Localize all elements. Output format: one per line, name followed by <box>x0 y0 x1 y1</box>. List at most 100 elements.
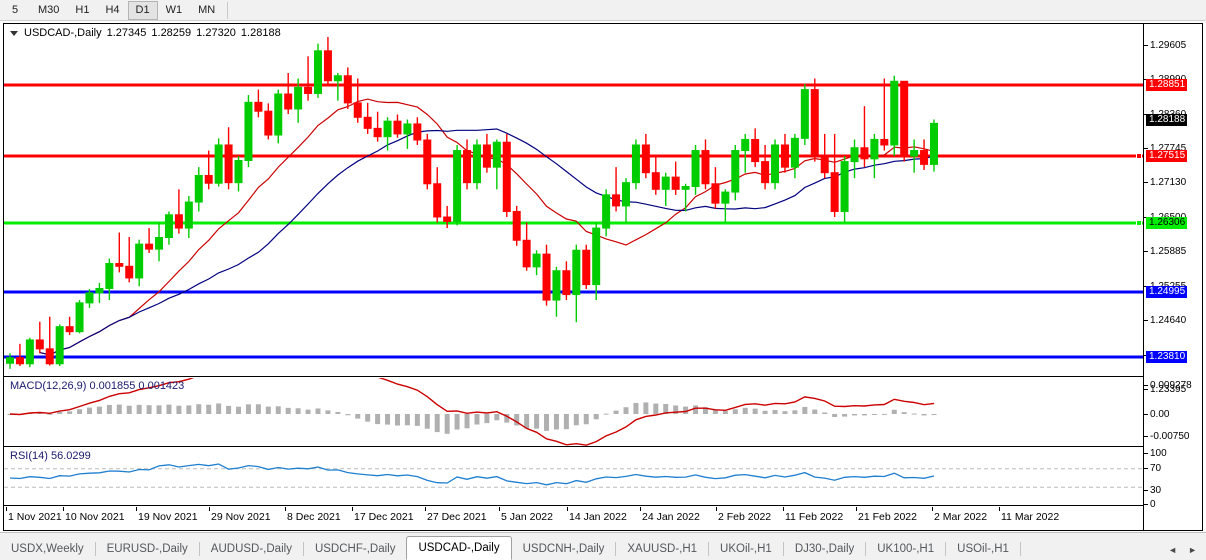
time-axis-tick <box>716 507 717 511</box>
ohlc-header: USDCAD-,Daily 1.27345 1.28259 1.27320 1.… <box>10 27 281 39</box>
tick-label: 0 <box>1150 499 1156 510</box>
price-tick: 1.23395 <box>1144 384 1186 395</box>
time-axis-label: 2 Feb 2022 <box>718 511 772 523</box>
time-axis-tick <box>932 507 933 511</box>
chart-tab-usdcnh-daily[interactable]: USDCNH-,Daily <box>522 543 605 555</box>
tick-label: 1.25885 <box>1150 246 1187 257</box>
chart-tab-usdcad-daily[interactable]: USDCAD-,Daily <box>406 536 512 560</box>
chart-tab-eurusd-daily[interactable]: EURUSD-,Daily <box>106 543 188 555</box>
price-badge[interactable]: 1.24995 <box>1146 286 1188 298</box>
rsi-pane[interactable]: RSI(14) 56.0299 <box>4 448 1202 506</box>
timeframe-button-w1[interactable]: W1 <box>165 4 183 16</box>
tab-divider <box>615 542 617 556</box>
macd-tick: 0.009278 <box>1144 380 1192 391</box>
tab-divider <box>865 542 867 556</box>
price-badge[interactable]: 1.26306 <box>1146 217 1188 229</box>
chart-tab-bar: USDX,Weekly EURUSD-,Daily AUDUSD-,Daily USD… <box>0 532 1206 560</box>
time-axis-label: 21 Feb 2022 <box>858 511 917 523</box>
chart-tab-xauusd-h1[interactable]: XAUUSD-,H1 <box>627 543 698 555</box>
time-axis: 1 Nov 2021 10 Nov 2021 19 Nov 2021 29 Nov 2… <box>4 507 1202 530</box>
price-line-handle[interactable] <box>1136 153 1142 159</box>
price-badge[interactable]: 1.23810 <box>1146 351 1188 363</box>
chart-tab-usdchf-daily[interactable]: USDCHF-,Daily <box>314 543 396 555</box>
timeframe-button-m30[interactable]: M30 <box>38 4 60 16</box>
tick-label: 1.23395 <box>1150 384 1187 395</box>
ohlc-open: 1.27345 <box>106 27 147 39</box>
timeframe-button-d1[interactable]: D1 <box>127 0 158 20</box>
tab-scroll-left-icon[interactable]: ◄ <box>1168 545 1178 555</box>
macd-canvas <box>7 378 937 446</box>
tick-label: 1.27130 <box>1150 177 1187 188</box>
tick-label: 1.24640 <box>1150 315 1187 326</box>
time-axis-label: 14 Jan 2022 <box>569 511 627 523</box>
time-axis-tick <box>425 507 426 511</box>
macd-tick: -0.00750 <box>1144 431 1189 442</box>
price-tick: 1.27130 <box>1144 177 1186 188</box>
timeframe-toolbar: 5 M30 H1 H4 D1 W1 MN <box>0 0 1206 21</box>
timeframe-button-h4[interactable]: H4 <box>105 4 120 16</box>
tick-label: 100 <box>1150 448 1167 459</box>
price-badge[interactable]: 1.28851 <box>1146 79 1188 91</box>
chart-tab-uk100-h1[interactable]: UK100-,H1 <box>877 543 935 555</box>
tick-mark <box>1144 319 1148 321</box>
time-axis-label: 19 Nov 2021 <box>138 511 198 523</box>
macd-tick: 0.00 <box>1144 409 1169 420</box>
ohlc-low: 1.27320 <box>196 27 236 39</box>
tick-label: 1.27745 <box>1150 143 1187 154</box>
time-axis-label: 27 Dec 2021 <box>427 511 487 523</box>
tick-mark <box>1144 435 1148 437</box>
chart-tab-usoil-h1[interactable]: USOil-,H1 <box>957 543 1009 555</box>
time-axis-label: 5 Jan 2022 <box>501 511 553 523</box>
price-tick: 1.29605 <box>1144 40 1186 51</box>
tick-mark <box>1144 181 1148 183</box>
tab-scroll-right-icon[interactable]: ► <box>1188 545 1197 555</box>
time-axis-tick <box>63 507 64 511</box>
chart-tab-ukoil-h1[interactable]: UKOil-,H1 <box>720 543 772 555</box>
tick-label: 0.00 <box>1150 409 1170 420</box>
tick-mark <box>1144 489 1148 491</box>
toolbar-divider <box>227 1 229 19</box>
time-axis-tick <box>499 507 500 511</box>
chart-tab-usdx-weekly[interactable]: USDX,Weekly <box>11 543 84 555</box>
tick-mark <box>1144 147 1148 149</box>
time-axis-label: 10 Nov 2021 <box>65 511 125 523</box>
rsi-tick: 0 <box>1144 499 1156 510</box>
collapse-triangle-icon[interactable] <box>10 30 18 36</box>
time-axis-label: 11 Mar 2022 <box>1001 511 1060 523</box>
chart-tab-audusd-daily[interactable]: AUDUSD-,Daily <box>210 543 292 555</box>
tab-divider <box>945 542 947 556</box>
macd-pane[interactable]: MACD(12,26,9) 0.001855 0.001423 <box>4 378 1202 447</box>
price-badge[interactable]: 1.28188 <box>1146 114 1188 126</box>
rsi-tick: 30 <box>1144 485 1161 496</box>
price-tick: 1.24640 <box>1144 315 1186 326</box>
time-axis-tick <box>136 507 137 511</box>
price-line-handle[interactable] <box>1136 220 1142 226</box>
price-scale[interactable]: 1.296051.289901.283601.277451.271301.265… <box>1136 24 1202 530</box>
timeframe-button-mn[interactable]: MN <box>198 4 216 16</box>
tick-label: -0.00750 <box>1150 431 1190 442</box>
tab-divider <box>94 542 96 556</box>
timeframe-button-5[interactable]: 5 <box>11 4 19 16</box>
tick-mark <box>1144 467 1148 469</box>
time-axis-tick <box>209 507 210 511</box>
time-axis-tick <box>352 507 353 511</box>
tick-label: 30 <box>1150 485 1162 496</box>
tab-divider <box>708 542 710 556</box>
price-badge[interactable]: 1.27515 <box>1146 150 1188 162</box>
time-axis-tick <box>640 507 641 511</box>
time-axis-tick <box>6 507 7 511</box>
tick-mark <box>1144 384 1148 386</box>
price-chart-canvas <box>4 36 1143 369</box>
tick-label: 0.009278 <box>1150 380 1192 391</box>
time-axis-label: 29 Nov 2021 <box>211 511 271 523</box>
chart-tab-dj30-daily[interactable]: DJ30-,Daily <box>794 543 855 555</box>
price-tick: 1.25885 <box>1144 246 1186 257</box>
tab-divider <box>782 542 784 556</box>
timeframe-button-h1[interactable]: H1 <box>75 4 90 16</box>
tick-mark <box>1144 503 1148 505</box>
time-axis-label: 8 Dec 2021 <box>287 511 341 523</box>
price-chart-pane[interactable]: USDCAD-,Daily 1.27345 1.28259 1.27320 1.… <box>4 24 1202 377</box>
tick-mark <box>1144 452 1148 454</box>
time-axis-label: 1 Nov 2021 <box>8 511 62 523</box>
tick-label: 70 <box>1150 463 1162 474</box>
